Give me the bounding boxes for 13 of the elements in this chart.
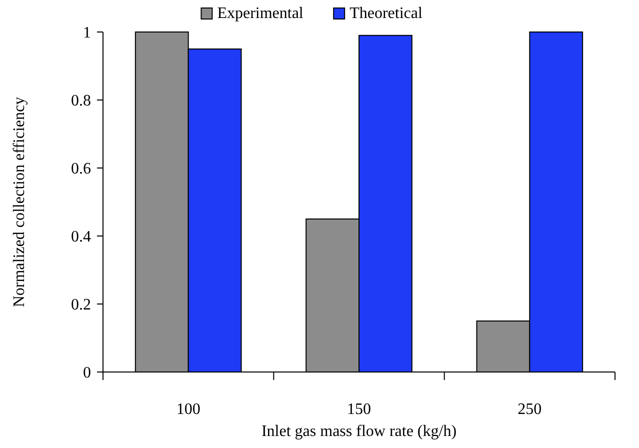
y-tick-label: 0.6 <box>71 160 91 178</box>
legend-label: Theoretical <box>350 5 423 22</box>
x-axis-title: Inlet gas mass flow rate (kg/h) <box>261 423 457 440</box>
y-axis-title: Normalized collection efficiency <box>11 96 28 308</box>
y-tick-label: 0.2 <box>71 296 91 314</box>
x-tick-label: 150 <box>347 401 371 418</box>
legend-label: Experimental <box>217 5 304 22</box>
y-tick-label: 0.4 <box>71 228 91 246</box>
y-tick-label: 0.8 <box>71 92 91 110</box>
y-tick-label: 1 <box>83 24 91 42</box>
y-tick-label: 0 <box>83 364 91 382</box>
x-tick-label: 100 <box>176 401 200 418</box>
x-tick-label: 250 <box>518 401 542 418</box>
